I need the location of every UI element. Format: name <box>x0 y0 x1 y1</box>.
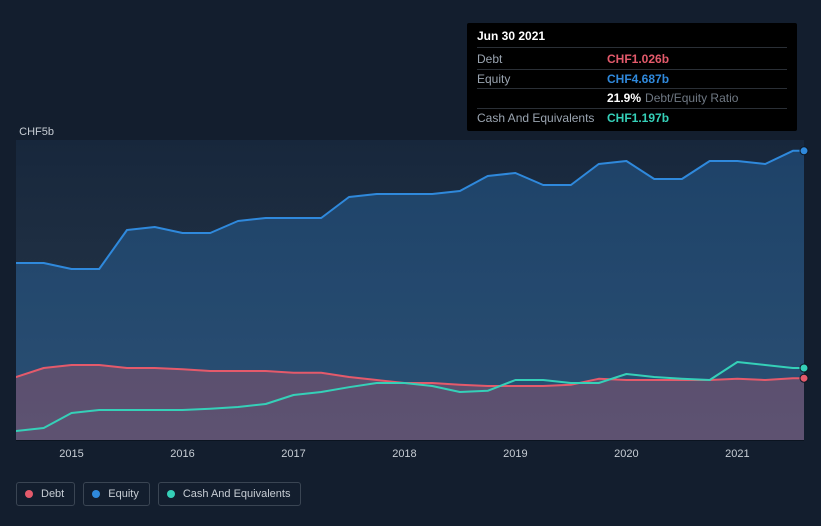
x-tick-2021: 2021 <box>725 448 749 460</box>
tooltip-row-label: Debt <box>477 52 607 66</box>
tooltip-row-value: 21.9%Debt/Equity Ratio <box>607 91 738 105</box>
tooltip-row-label: Equity <box>477 72 607 86</box>
tooltip-row-value: CHF1.026b <box>607 52 669 66</box>
tooltip-row-value: CHF4.687b <box>607 72 669 86</box>
legend-item-label: Debt <box>41 488 64 500</box>
tooltip-row: EquityCHF4.687b <box>477 70 787 89</box>
tooltip-row-label <box>477 91 607 105</box>
x-axis: 2015 2016 2017 2018 2019 2020 2021 <box>0 448 821 464</box>
tooltip-date: Jun 30 2021 <box>477 29 787 48</box>
legend-swatch-icon <box>25 490 33 498</box>
tooltip-row-value: CHF1.197b <box>607 111 669 125</box>
x-tick-2019: 2019 <box>503 448 527 460</box>
legend-item-label: Cash And Equivalents <box>183 488 291 500</box>
legend-swatch-icon <box>92 490 100 498</box>
legend-item-cash[interactable]: Cash And Equivalents <box>158 482 302 506</box>
end-marker-debt <box>800 374 808 382</box>
tooltip-row: Cash And EquivalentsCHF1.197b <box>477 109 787 127</box>
x-tick-2017: 2017 <box>281 448 305 460</box>
end-marker-cash <box>800 364 808 372</box>
chart-legend: Debt Equity Cash And Equivalents <box>16 482 301 506</box>
tooltip-row: 21.9%Debt/Equity Ratio <box>477 89 787 108</box>
legend-swatch-icon <box>167 490 175 498</box>
legend-item-debt[interactable]: Debt <box>16 482 75 506</box>
end-marker-equity <box>800 147 808 155</box>
legend-item-equity[interactable]: Equity <box>83 482 150 506</box>
x-tick-2016: 2016 <box>170 448 194 460</box>
x-tick-2018: 2018 <box>392 448 416 460</box>
legend-item-label: Equity <box>108 488 139 500</box>
tooltip-row-label: Cash And Equivalents <box>477 111 607 125</box>
x-tick-2015: 2015 <box>59 448 83 460</box>
tooltip-row: DebtCHF1.026b <box>477 50 787 69</box>
chart-tooltip: Jun 30 2021 DebtCHF1.026bEquityCHF4.687b… <box>467 23 797 131</box>
x-tick-2020: 2020 <box>614 448 638 460</box>
